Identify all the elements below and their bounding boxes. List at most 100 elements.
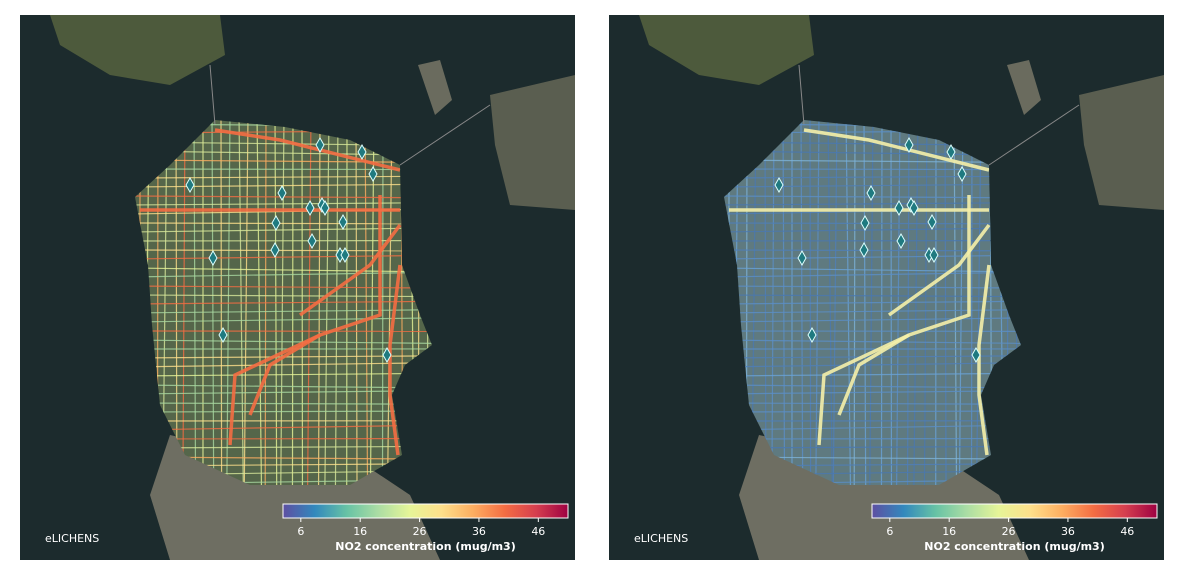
road (193, 120, 197, 485)
road (317, 120, 321, 485)
road (809, 120, 812, 485)
road (724, 309, 1021, 314)
station-marker (315, 136, 325, 154)
colorbar-label: NO2 concentration (mug/m3) (924, 540, 1104, 553)
road (724, 227, 1021, 233)
station-marker (909, 199, 919, 217)
road (135, 317, 432, 323)
road (135, 195, 432, 199)
station-marker (271, 214, 281, 232)
road (880, 120, 883, 485)
road (724, 175, 1021, 179)
road (135, 202, 432, 206)
road (724, 267, 1021, 273)
colorbar (871, 503, 1158, 519)
road (238, 120, 244, 485)
road (913, 120, 919, 485)
road (724, 445, 1021, 449)
station-marker (894, 199, 904, 217)
road (135, 175, 432, 179)
road (135, 402, 432, 405)
station-marker (971, 346, 981, 364)
road (815, 120, 820, 485)
bridge (988, 104, 1080, 166)
road (724, 402, 1021, 405)
road (306, 120, 312, 485)
road (211, 120, 215, 485)
road (291, 120, 294, 485)
road (869, 120, 874, 485)
road (724, 317, 1021, 323)
highway (977, 264, 991, 456)
road (243, 120, 249, 485)
land (1079, 75, 1164, 210)
road (135, 309, 432, 314)
land (50, 15, 225, 85)
station-marker (929, 246, 939, 264)
colorbar-tick-label: 36 (472, 525, 486, 538)
road (135, 424, 432, 431)
road (135, 339, 432, 345)
station-marker (860, 214, 870, 232)
road (724, 183, 1021, 188)
road (135, 249, 432, 252)
road (135, 300, 432, 305)
station-marker (218, 326, 228, 344)
road (220, 120, 223, 485)
station-marker (340, 246, 350, 264)
road (724, 285, 1021, 289)
road (280, 120, 285, 485)
colorbar-tick-label: 46 (1120, 525, 1134, 538)
land (639, 15, 814, 85)
highway (388, 264, 402, 456)
road (324, 120, 330, 485)
bridge (798, 64, 805, 126)
road (135, 222, 432, 225)
road (135, 285, 432, 289)
road (135, 294, 432, 298)
logo: eLICHENS (45, 532, 99, 545)
highway (298, 223, 402, 317)
station-marker (774, 176, 784, 194)
station-marker (185, 176, 195, 194)
road (226, 120, 231, 485)
road (364, 120, 369, 485)
station-marker (807, 326, 817, 344)
road (724, 249, 1021, 252)
road (827, 120, 833, 485)
road (845, 120, 852, 485)
colorbar-tick-label: 16 (353, 525, 367, 538)
road (724, 195, 1021, 199)
colorbar-tick-label: 26 (413, 525, 427, 538)
road (724, 271, 1021, 278)
road (724, 254, 1021, 260)
colorbar-tick-label: 6 (297, 525, 304, 538)
road (724, 168, 1021, 171)
road (853, 120, 856, 485)
road (135, 445, 432, 449)
logo: eLICHENS (634, 532, 688, 545)
road (724, 410, 1021, 413)
station-marker (896, 232, 906, 250)
road (895, 120, 901, 485)
bridge (209, 64, 216, 126)
station-marker (927, 213, 937, 231)
colorbar-tick-label: 46 (531, 525, 545, 538)
road (944, 120, 947, 485)
land (1007, 60, 1041, 115)
road (953, 120, 958, 485)
colorbar-tick-label: 16 (942, 525, 956, 538)
station-marker (957, 165, 967, 183)
colorbar-tick-label: 26 (1002, 525, 1016, 538)
land (418, 60, 452, 115)
road (274, 120, 278, 485)
road (182, 120, 186, 485)
road (975, 120, 982, 485)
highway (837, 333, 910, 416)
road (135, 271, 432, 278)
road (386, 120, 393, 485)
highway (248, 333, 321, 416)
road (135, 183, 432, 188)
road (724, 294, 1021, 298)
